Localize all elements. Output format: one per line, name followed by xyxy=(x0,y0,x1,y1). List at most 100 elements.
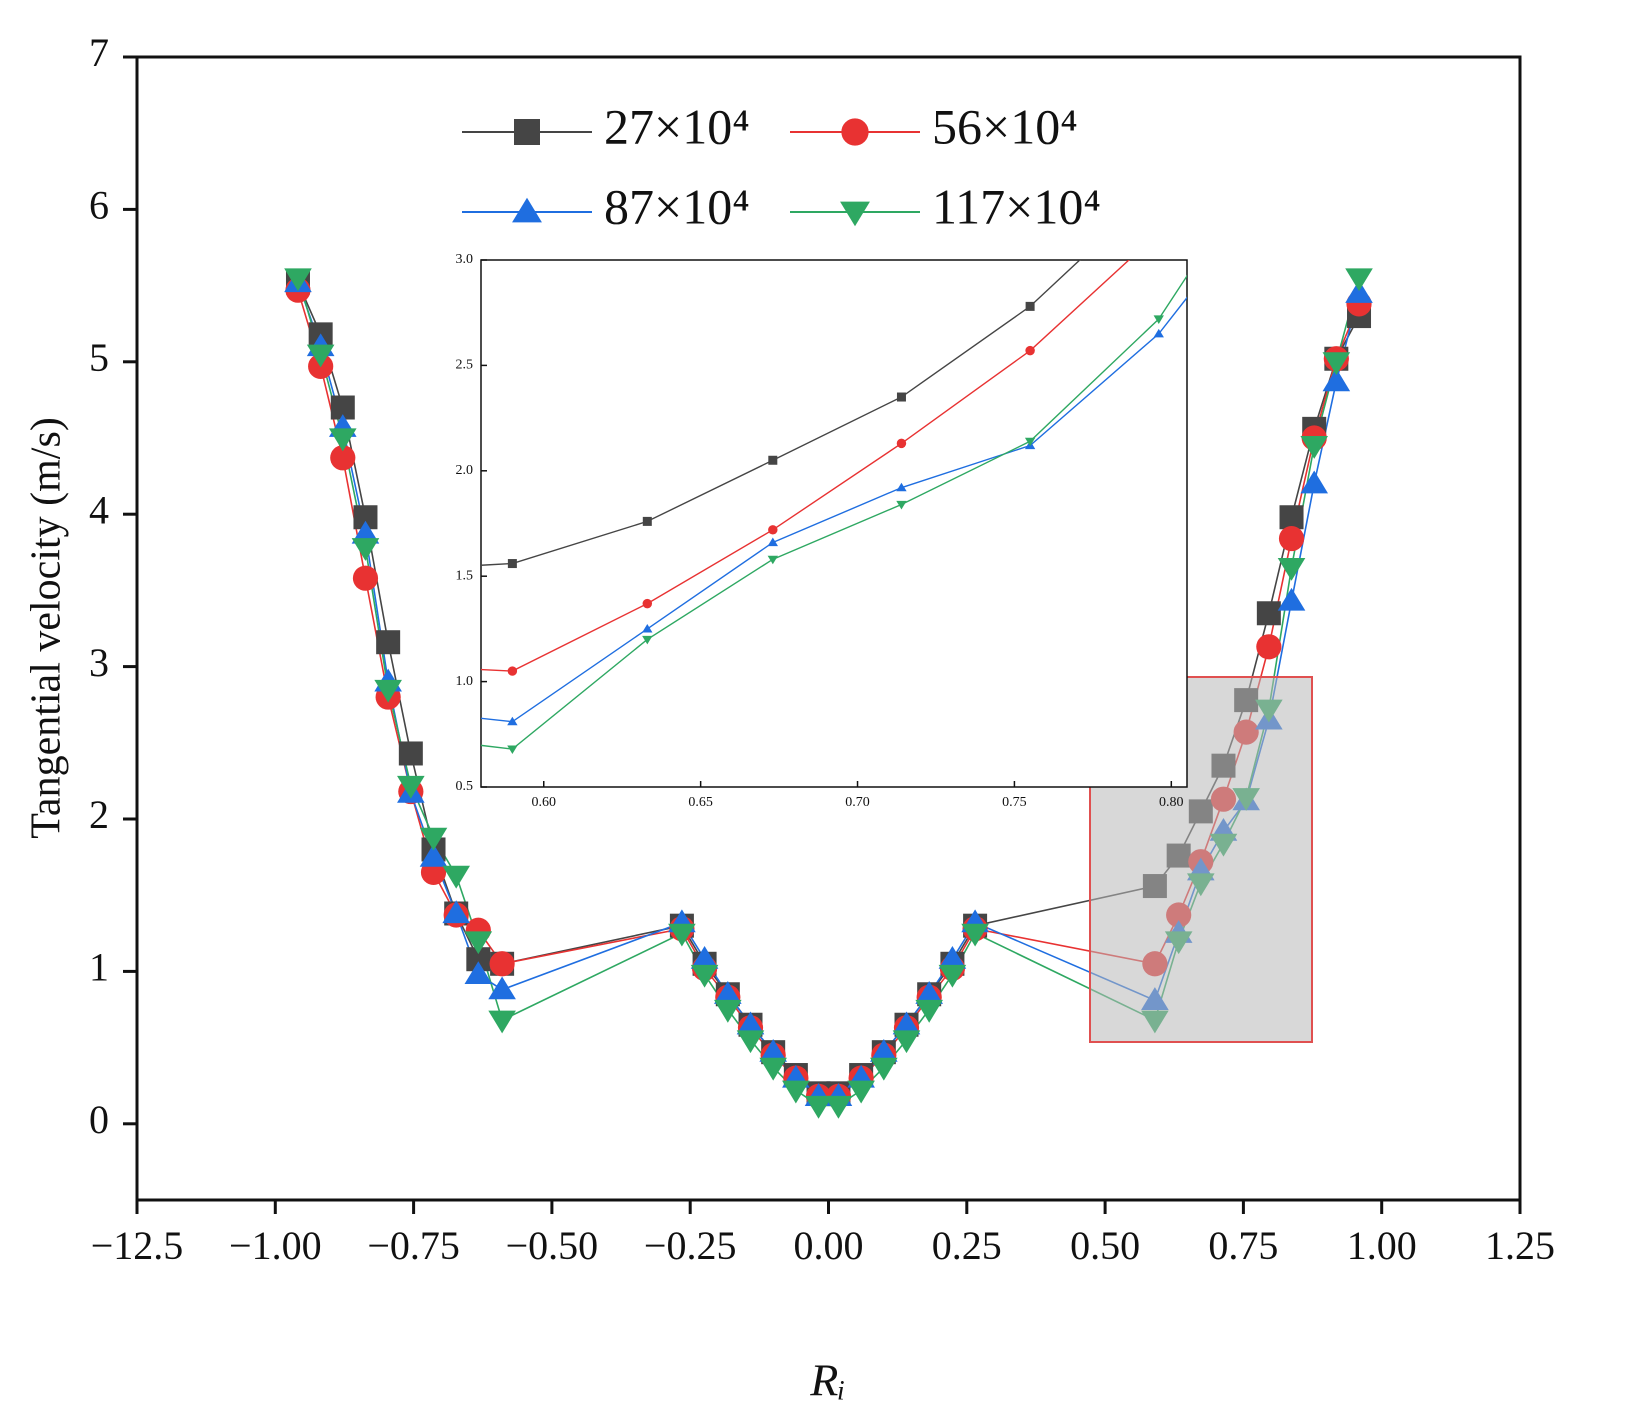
marker xyxy=(915,999,943,1023)
marker xyxy=(642,516,652,526)
y-tick-label: 5 xyxy=(89,335,109,380)
series-line xyxy=(481,274,1187,750)
x-tick-label: −0.25 xyxy=(644,1223,737,1268)
marker xyxy=(1153,328,1164,338)
y-tick-label: 0 xyxy=(89,1097,109,1142)
marker xyxy=(306,344,335,368)
marker xyxy=(804,1095,833,1119)
marker xyxy=(642,635,653,645)
marker xyxy=(351,538,380,561)
y-tick-label: 4 xyxy=(89,487,109,532)
marker xyxy=(690,964,719,988)
marker xyxy=(1277,557,1306,581)
marker xyxy=(714,981,742,1004)
marker xyxy=(374,679,402,703)
y-tick-label: 3.0 xyxy=(456,252,474,267)
x-tick-label: 0.50 xyxy=(1070,1223,1140,1268)
marker xyxy=(847,1080,875,1104)
x-tick-label: 0.80 xyxy=(1159,795,1184,810)
marker xyxy=(1024,437,1036,447)
series-line xyxy=(481,296,1187,723)
marker xyxy=(464,961,493,985)
marker xyxy=(768,455,778,465)
marker xyxy=(328,428,357,452)
plot-frame xyxy=(480,259,1188,788)
marker xyxy=(759,1057,787,1081)
marker xyxy=(1153,315,1164,324)
marker xyxy=(896,438,907,449)
marker xyxy=(690,946,719,969)
y-tick-label: 2 xyxy=(89,792,109,837)
x-tick-label: −0.50 xyxy=(506,1223,599,1268)
marker xyxy=(870,1038,898,1062)
marker xyxy=(507,745,518,755)
x-tick-label: 0.25 xyxy=(932,1223,1002,1268)
marker xyxy=(507,716,518,726)
legend-label: 87×10⁴ xyxy=(604,178,750,234)
x-tick-label: −0.75 xyxy=(367,1223,460,1268)
marker xyxy=(489,951,515,977)
marker xyxy=(896,500,907,510)
marker xyxy=(488,976,516,1000)
marker xyxy=(488,1010,516,1034)
marker xyxy=(767,537,778,547)
marker xyxy=(938,964,967,988)
inset-plot: 0.60 0.65 0.70 0.75 0.80 0.5 1.0 1.5 2.0 2.5 3.0 xyxy=(456,252,1188,810)
x-tick-label: 0.00 xyxy=(794,1223,864,1268)
marker xyxy=(870,1057,898,1081)
y-tick-label: 2.0 xyxy=(456,463,474,478)
marker xyxy=(398,741,423,766)
marker xyxy=(1025,345,1035,356)
marker xyxy=(351,520,380,544)
marker xyxy=(1256,601,1281,626)
legend-label: 27×10⁴ xyxy=(604,98,750,154)
marker xyxy=(668,923,696,947)
marker xyxy=(507,559,517,569)
marker xyxy=(352,565,379,591)
marker xyxy=(1345,280,1373,303)
x-tick-label: 0.70 xyxy=(845,795,870,810)
marker xyxy=(896,482,907,492)
marker xyxy=(892,1030,921,1054)
marker xyxy=(782,1080,810,1104)
marker xyxy=(736,1030,765,1054)
x-tick-label: 0.60 xyxy=(532,795,557,810)
marker xyxy=(397,775,425,799)
x-tick-label: 0.75 xyxy=(1002,795,1027,810)
marker xyxy=(419,843,448,867)
marker xyxy=(642,623,653,633)
marker xyxy=(1278,525,1305,552)
marker xyxy=(464,931,493,955)
marker xyxy=(514,119,540,145)
marker xyxy=(442,865,470,889)
marker xyxy=(642,598,653,609)
series-layer xyxy=(481,260,1187,755)
marker xyxy=(1322,352,1351,375)
x-tick-label: −1.00 xyxy=(229,1223,322,1268)
x-tick-label: 0.65 xyxy=(688,795,713,810)
y-tick-label: 1 xyxy=(89,945,109,990)
series-line xyxy=(481,260,1081,566)
marker xyxy=(1345,268,1373,292)
legend: 27×10⁴ 56×10⁴ 87×10⁴ 117×10⁴ xyxy=(462,98,1101,234)
x-tick-label: 1.25 xyxy=(1485,1223,1555,1268)
marker xyxy=(714,999,742,1023)
y-tick-label: 0.5 xyxy=(456,779,474,794)
marker xyxy=(330,445,356,471)
marker xyxy=(1279,505,1304,530)
marker xyxy=(840,201,870,227)
legend-label: 56×10⁴ xyxy=(932,98,1078,154)
marker xyxy=(1300,436,1329,459)
marker xyxy=(915,981,943,1004)
marker xyxy=(419,827,448,851)
marker xyxy=(1277,587,1306,611)
y-tick-label: 2.5 xyxy=(456,358,474,373)
marker xyxy=(1256,634,1282,660)
legend-label: 117×10⁴ xyxy=(932,178,1101,234)
y-tick-label: 6 xyxy=(89,183,109,228)
marker xyxy=(442,900,470,924)
marker xyxy=(1322,368,1351,392)
x-axis-label: Rᵢ xyxy=(809,1355,845,1406)
x-tick-label: −12.5 xyxy=(91,1223,184,1268)
marker xyxy=(768,525,778,535)
